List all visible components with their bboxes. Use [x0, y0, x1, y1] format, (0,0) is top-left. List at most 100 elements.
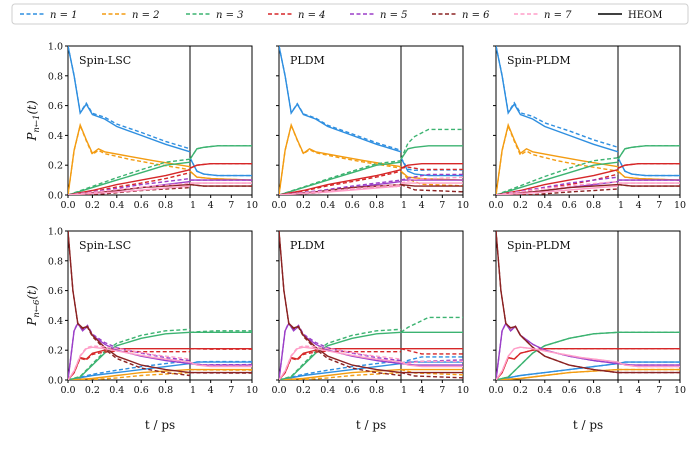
panel-0-2: 0.0 0.2 0.4 0.6 0.8 1 4 7 10 Spin-PLDM [488, 45, 686, 211]
x-tick-label: 4 [208, 200, 214, 211]
method-curve-n2 [496, 123, 619, 195]
panel-curves [68, 231, 252, 380]
x-tick-label: 10 [674, 385, 686, 396]
method-curve-long-n6 [189, 183, 252, 187]
heom-curve-n2 [496, 122, 619, 195]
panel-frame [495, 230, 681, 381]
x-tick-label: 10 [246, 200, 258, 211]
method-curve-n3 [68, 158, 191, 195]
method-curve-n5 [279, 321, 402, 380]
method-curve-n1 [496, 362, 619, 380]
method-curve-n7 [68, 345, 191, 380]
heom-curve-n1 [279, 362, 402, 380]
method-curve-long-n2 [189, 170, 252, 181]
x-tick-label: 0.2 [513, 200, 528, 211]
y-tick-label: 0.4 [48, 316, 63, 327]
x-tick-label: 0.2 [296, 200, 311, 211]
x-tick-label: 0.6 [345, 200, 360, 211]
x-tick-label: 0.6 [134, 385, 149, 396]
y-tick-label: 1.0 [48, 227, 63, 238]
x-tick-label: 0.0 [488, 200, 503, 211]
x-tick-label: 7 [656, 385, 662, 396]
x-tick-label: 4 [636, 385, 642, 396]
method-curve-long-n5 [617, 362, 680, 366]
x-tick-label: 0.8 [369, 385, 384, 396]
method-title: PLDM [290, 54, 325, 67]
x-tick-label: 1 [401, 200, 407, 211]
x-tick-label: 0.4 [537, 200, 552, 211]
x-tick-label: 0.0 [488, 385, 503, 396]
heom-curve-long-n1 [189, 157, 252, 177]
panel-1-0: 0.0 0.2 0.4 0.6 0.8 1.0 0.0 0.2 0.4 0.6 0.8 1 4 7 10 Sp… [48, 227, 258, 397]
method-curve-long-n3 [400, 316, 463, 333]
method-curve-n7 [68, 182, 191, 195]
method-curve-long-n4 [400, 166, 463, 171]
panel-curves [496, 46, 680, 195]
heom-curve-n7 [496, 185, 619, 195]
heom-curve-n7 [68, 185, 191, 195]
method-curve-n7 [496, 346, 619, 380]
method-curve-n3 [279, 160, 402, 195]
y-axis-label-base: P [25, 132, 39, 142]
y-tick-label: 0.6 [48, 101, 63, 112]
x-tick-label: 1 [618, 385, 624, 396]
method-curve-long-n5 [400, 359, 463, 365]
heom-curve-n4 [68, 169, 191, 195]
y-axis-label-sub: n←1 [32, 115, 42, 133]
y-tick-label: 0.8 [48, 256, 63, 267]
heom-curve-n7 [279, 185, 402, 195]
y-tick-label: 0.4 [48, 131, 63, 142]
x-tick-label: 0.6 [562, 200, 577, 211]
method-curve-n6 [496, 231, 619, 374]
panel-curves [279, 231, 463, 380]
method-curve-long-n2 [400, 170, 463, 187]
x-tick-label: 0.8 [586, 200, 601, 211]
legend-label: HEOM [628, 10, 662, 21]
method-curve-long-n3 [617, 145, 680, 160]
legend-label: n = 2 [132, 10, 160, 21]
legend-label: n = 4 [298, 10, 326, 21]
x-tick-label: 0.6 [345, 385, 360, 396]
x-tick-label: 4 [636, 200, 642, 211]
method-curve-long-n7 [189, 361, 252, 367]
heom-curve-n2 [68, 368, 191, 380]
y-tick-label: 0.0 [48, 191, 63, 202]
heom-curve-long-n3 [400, 145, 463, 160]
x-tick-label: 10 [457, 200, 469, 211]
method-curve-long-n4 [617, 163, 680, 169]
x-tick-label: 0.2 [296, 385, 311, 396]
heom-curve-n3 [496, 161, 619, 195]
method-curve-n2 [68, 371, 191, 380]
x-tick-label: 4 [208, 385, 214, 396]
panel-0-0: 0.0 0.2 0.4 0.6 0.8 1.0 0.0 0.2 0.4 0.6 0.8 1 4 7 10 Sp… [48, 42, 258, 212]
y-axis-label-sub: n←6 [32, 299, 42, 318]
method-curve-n1 [496, 46, 619, 148]
x-tick-label: 7 [439, 200, 445, 211]
method-curve-n3 [496, 331, 619, 380]
method-curve-long-n3 [189, 330, 252, 333]
x-tick-label: 0.0 [60, 385, 75, 396]
x-tick-label: 0.8 [586, 385, 601, 396]
heom-curve-long-n1 [617, 157, 680, 177]
legend-label: n = 5 [380, 10, 408, 21]
method-curve-long-n4 [189, 163, 252, 169]
x-tick-label: 4 [419, 385, 425, 396]
method-title: Spin-PLDM [507, 239, 571, 252]
x-tick-label: 1 [190, 200, 196, 211]
method-curve-long-n4 [189, 348, 252, 350]
x-axis-label: t / ps [573, 418, 603, 432]
axis-labels: Pn←1(t)Pn←6(t)t / ps t / ps t / ps [25, 100, 603, 432]
y-axis-label: Pn←6(t) [25, 285, 42, 327]
method-curve-n1 [68, 359, 191, 380]
panel-curves [68, 46, 252, 195]
x-tick-label: 0.6 [134, 200, 149, 211]
x-tick-label: 1 [618, 200, 624, 211]
method-curve-long-n6 [189, 371, 252, 374]
panel-curves [279, 46, 463, 195]
y-tick-label: 0.0 [48, 376, 63, 387]
method-curve-n6 [496, 188, 619, 195]
method-curve-long-n2 [617, 170, 680, 181]
method-curve-n5 [496, 321, 619, 380]
method-curve-long-n7 [617, 361, 680, 368]
